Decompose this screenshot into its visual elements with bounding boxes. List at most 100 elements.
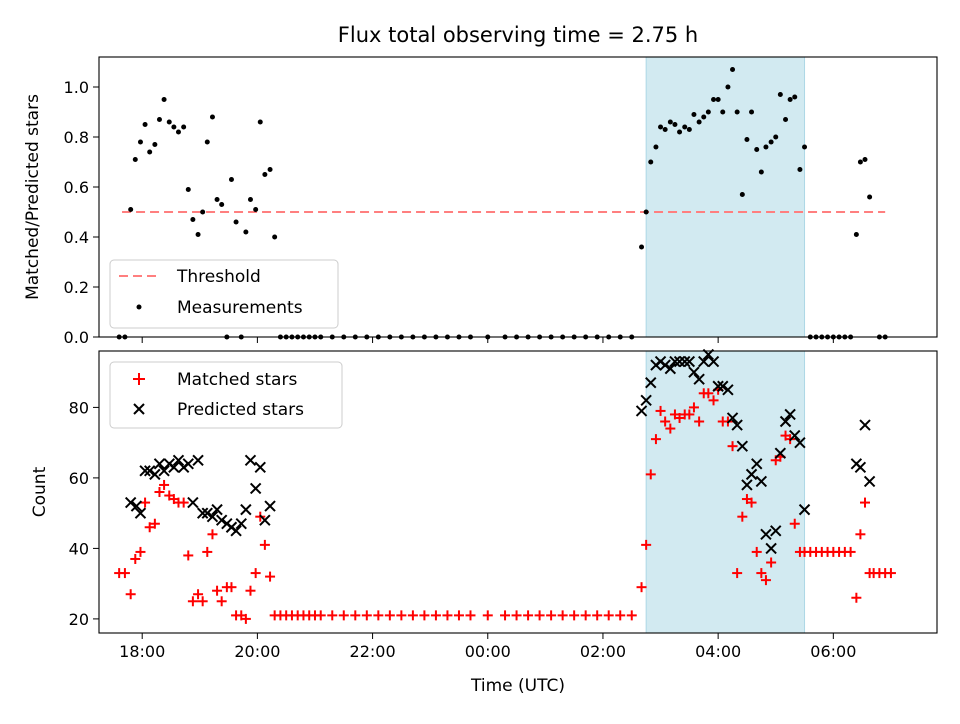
matched-point (183, 550, 194, 561)
measurement-point (200, 209, 206, 215)
predicted-point (640, 394, 652, 407)
matched-point (645, 469, 656, 480)
predicted-point (182, 458, 194, 470)
predicted-point (736, 440, 749, 452)
matched-point (500, 610, 511, 621)
predicted-point (784, 408, 796, 421)
top-ytick-label: 0.0 (64, 328, 89, 347)
predicted-point (683, 355, 696, 368)
bottom-legend: Matched stars Predicted stars (109, 361, 343, 429)
matched-point (727, 441, 738, 452)
matched-point (144, 522, 155, 533)
predicted-point (669, 355, 681, 368)
measurement-point (768, 139, 774, 145)
matched-point (327, 610, 338, 621)
measurement-point (862, 157, 868, 162)
measurement-point (777, 92, 783, 97)
predicted-point (755, 475, 768, 488)
measurement-point (132, 157, 138, 162)
predicted-point (240, 503, 252, 516)
bottom-marks-layer (114, 348, 896, 624)
top-marks-layer (116, 67, 888, 340)
matched-point (197, 596, 208, 607)
predicted-point (134, 507, 147, 519)
measurement-point (653, 144, 659, 150)
top-span-layer (645, 56, 806, 338)
measurement-point (247, 197, 253, 202)
predicted-point (192, 454, 204, 466)
matched-point (557, 610, 568, 621)
bottom-yticks-layer: 20 40 60 80 (69, 398, 99, 629)
predicted-point (794, 436, 806, 449)
matched-point (546, 610, 557, 621)
matched-point (766, 557, 777, 568)
predicted-point (770, 525, 782, 537)
matched-point (756, 568, 767, 579)
measurement-point (233, 219, 239, 225)
matched-point (580, 610, 591, 621)
matched-point (534, 610, 545, 621)
matched-point (688, 402, 699, 413)
measurement-point (853, 232, 859, 237)
xtick-label: 20:00 (234, 642, 280, 661)
matched-point (636, 582, 647, 593)
measurement-point (739, 192, 745, 197)
measurement-point (857, 159, 863, 165)
measurement-point (792, 94, 798, 100)
matched-point (674, 412, 685, 423)
matched-point (259, 539, 270, 550)
matched-point (860, 497, 871, 508)
predicted-point (707, 355, 720, 368)
predicted-point (187, 496, 199, 509)
bottom-span-layer (645, 350, 806, 634)
predicted-point (774, 447, 787, 459)
measurement-point (228, 177, 234, 182)
measurement-point (272, 234, 278, 240)
matched-point (523, 610, 534, 621)
measurement-point (773, 134, 779, 140)
legend-threshold-label: Threshold (176, 267, 261, 287)
matched-point (684, 409, 695, 420)
legend-matched-marker (133, 373, 145, 385)
matched-point (626, 610, 637, 621)
predicted-point (244, 454, 257, 466)
predicted-point (264, 500, 276, 512)
measurement-point (185, 187, 191, 192)
measurement-point (783, 117, 789, 122)
measurement-point (705, 109, 711, 115)
matched-point (212, 585, 223, 596)
matched-point (615, 610, 626, 621)
predicted-point (726, 412, 739, 424)
predicted-point (168, 461, 180, 474)
measurement-point (797, 167, 803, 172)
matched-point (125, 589, 136, 600)
predicted-point (712, 380, 724, 392)
measurement-point (161, 97, 167, 102)
matched-point (419, 610, 430, 621)
measurement-point (658, 124, 664, 130)
top-ytick-label: 1.0 (64, 78, 89, 97)
legend-predicted-marker (133, 403, 145, 415)
predicted-point (130, 500, 143, 512)
predicted-point (230, 525, 242, 537)
predicted-point (688, 366, 700, 378)
bottom-shaded-span (645, 350, 806, 634)
predicted-point (717, 380, 729, 392)
matched-point (732, 568, 743, 579)
matched-point (373, 610, 384, 621)
matched-point (265, 571, 276, 582)
predicted-point (745, 468, 758, 481)
matched-point (338, 610, 349, 621)
matched-point (135, 546, 146, 557)
top-yticks-layer: 0.0 0.2 0.4 0.6 0.8 1.0 (64, 78, 99, 347)
xtick-label: 02:00 (580, 642, 626, 661)
top-ytick-label: 0.2 (64, 278, 89, 297)
predicted-point (635, 405, 648, 417)
measurement-point (682, 124, 688, 130)
measurement-point (648, 159, 654, 165)
matched-point (361, 610, 372, 621)
matched-point (641, 539, 652, 550)
xtick-label: 06:00 (810, 642, 856, 661)
measurement-point (243, 229, 249, 235)
